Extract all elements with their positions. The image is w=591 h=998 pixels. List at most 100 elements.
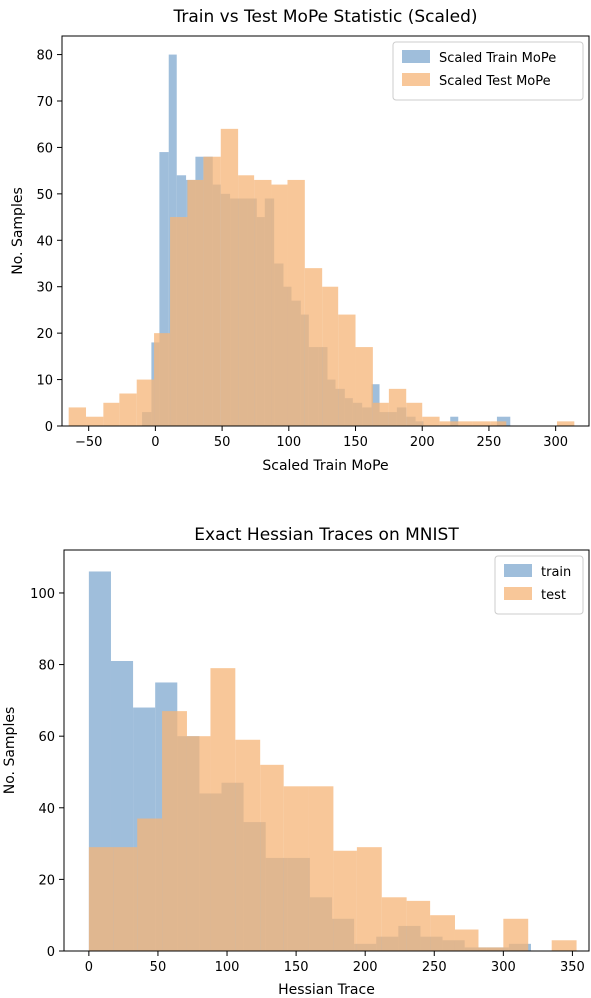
bar-test-9 <box>220 128 239 426</box>
bar-test-3 <box>119 393 137 426</box>
y-tick-label: 100 <box>30 587 55 602</box>
y-tick-label: 30 <box>36 281 53 296</box>
bar-test-22 <box>439 421 457 426</box>
y-tick-label: 80 <box>36 49 53 64</box>
y-tick-label: 20 <box>38 873 55 888</box>
bar-test-5 <box>210 668 236 951</box>
x-tick-label: 50 <box>150 960 167 975</box>
bar-test-1 <box>113 847 138 951</box>
axes-frame <box>63 549 590 952</box>
bar-test-19 <box>551 940 577 951</box>
y-tick-label: 0 <box>45 420 53 435</box>
bar-test-7 <box>187 179 204 426</box>
chart-1: −50 0 50 100 150 200 250 300 0 10 20 30 40 50 60 70 80 Tr… <box>10 7 590 474</box>
bar-test-15 <box>322 286 339 426</box>
bar-test-12 <box>381 897 407 951</box>
bar-test-13 <box>406 900 431 951</box>
bar-test-12 <box>271 184 288 426</box>
bar-test-6 <box>235 739 261 951</box>
legend-label: Scaled Train MoPe <box>439 51 556 66</box>
bar-test-18 <box>372 402 389 426</box>
bar-test-15 <box>454 929 479 951</box>
bar-test-14 <box>304 268 323 426</box>
y-axis-label: No. Samples <box>2 707 18 794</box>
series-test <box>88 668 577 951</box>
y-tick-label: 40 <box>38 802 55 817</box>
bar-test-20 <box>406 402 423 426</box>
chart-title: Exact Hessian Traces on MNIST <box>194 525 459 545</box>
x-axis-label: Scaled Train MoPe <box>262 458 388 474</box>
x-tick-label: 0 <box>151 435 159 450</box>
bar-test-2 <box>137 818 163 951</box>
bar-test-10 <box>238 175 255 426</box>
bar-test-13 <box>287 179 305 426</box>
x-tick-label: 0 <box>85 960 93 975</box>
y-tick-label: 50 <box>36 188 53 203</box>
legend-label: train <box>541 565 571 580</box>
bar-test-8 <box>203 156 221 426</box>
legend-label: test <box>541 588 566 603</box>
legend-box <box>392 41 584 101</box>
chart-2: 0 50 100 150 200 250 300 350 0 20 40 60 80 100 Exact H… <box>2 525 590 998</box>
bar-test-25 <box>490 421 507 426</box>
y-tick-label: 0 <box>47 945 55 960</box>
y-tick-label: 60 <box>36 141 53 156</box>
bar-test-16 <box>478 947 504 951</box>
y-tick-label: 10 <box>36 374 53 389</box>
bar-test-17 <box>355 347 373 426</box>
y-tick-label: 70 <box>36 95 53 110</box>
bar-test-5 <box>154 333 171 426</box>
x-tick-label: −50 <box>75 435 102 450</box>
x-tick-label: 100 <box>215 960 240 975</box>
y-tick-label: 20 <box>36 327 53 342</box>
x-tick-label: 200 <box>410 435 435 450</box>
legend-label: Scaled Test MoPe <box>439 74 551 89</box>
y-tick-label: 60 <box>38 730 55 745</box>
bar-test-17 <box>503 918 529 951</box>
x-tick-label: 150 <box>343 435 368 450</box>
bar-test-0 <box>88 847 114 951</box>
bar-test-4 <box>186 736 211 951</box>
bar-test-16 <box>338 314 356 426</box>
x-tick-label: 100 <box>276 435 301 450</box>
x-tick-label: 350 <box>560 960 585 975</box>
legend-swatch <box>402 73 430 86</box>
bar-test-7 <box>260 764 284 951</box>
x-axis-label: Hessian Trace <box>278 982 375 998</box>
bar-test-0 <box>68 407 87 426</box>
axes-frame <box>61 35 590 427</box>
bar-test-26 <box>556 421 575 426</box>
x-tick-label: 300 <box>543 435 568 450</box>
x-tick-label: 200 <box>353 960 378 975</box>
chart-title: Train vs Test MoPe Statistic (Scaled) <box>172 7 477 27</box>
bar-test-3 <box>162 711 187 951</box>
y-tick-label: 80 <box>38 659 55 674</box>
y-tick-label: 40 <box>36 234 53 249</box>
x-tick-label: 50 <box>214 435 231 450</box>
legend-swatch <box>504 564 532 577</box>
legend-swatch <box>402 50 430 63</box>
bar-test-8 <box>283 786 309 951</box>
legend: train test <box>494 555 584 615</box>
bar-test-9 <box>308 786 334 951</box>
bar-test-2 <box>103 402 120 426</box>
bar-test-1 <box>86 416 104 426</box>
bar-test-4 <box>136 379 155 426</box>
x-tick-label: 300 <box>491 960 516 975</box>
x-tick-label: 250 <box>477 435 502 450</box>
legend-swatch <box>504 587 532 600</box>
bar-test-11 <box>356 847 382 951</box>
bar-test-6 <box>170 217 188 426</box>
bar-test-24 <box>472 421 491 426</box>
bar-test-23 <box>456 421 473 426</box>
x-tick-label: 150 <box>284 960 309 975</box>
bar-train-2 <box>159 152 169 427</box>
y-axis-label: No. Samples <box>10 187 26 274</box>
bar-test-11 <box>254 179 272 426</box>
bar-test-10 <box>333 850 357 951</box>
series-test <box>68 128 575 426</box>
bar-test-21 <box>422 416 440 426</box>
legend: Scaled Train MoPe Scaled Test MoPe <box>392 41 584 101</box>
bar-test-14 <box>430 915 455 951</box>
